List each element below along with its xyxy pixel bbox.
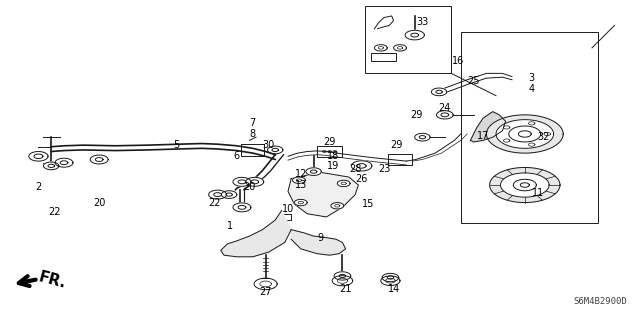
Text: 24: 24 bbox=[438, 103, 451, 114]
Text: 30: 30 bbox=[262, 140, 275, 150]
Text: 11: 11 bbox=[531, 188, 544, 198]
Bar bbox=[282, 214, 291, 220]
Polygon shape bbox=[382, 273, 399, 282]
Bar bbox=[365, 6, 451, 73]
Polygon shape bbox=[233, 203, 251, 212]
Polygon shape bbox=[29, 152, 48, 161]
Text: 22: 22 bbox=[208, 197, 221, 208]
Bar bbox=[371, 53, 396, 61]
Polygon shape bbox=[55, 158, 73, 167]
Polygon shape bbox=[431, 88, 447, 96]
Polygon shape bbox=[90, 155, 108, 164]
Polygon shape bbox=[306, 168, 321, 175]
Bar bbox=[388, 154, 412, 165]
Polygon shape bbox=[381, 276, 400, 286]
Polygon shape bbox=[221, 191, 237, 198]
Text: 29: 29 bbox=[390, 140, 403, 150]
Polygon shape bbox=[294, 199, 307, 206]
Text: 27: 27 bbox=[259, 287, 272, 297]
Polygon shape bbox=[500, 173, 549, 197]
Text: 19: 19 bbox=[326, 161, 339, 171]
Bar bbox=[461, 32, 598, 223]
Text: 2: 2 bbox=[35, 182, 42, 192]
Polygon shape bbox=[394, 45, 406, 51]
Text: 23: 23 bbox=[378, 164, 390, 174]
Polygon shape bbox=[496, 120, 554, 148]
Text: FR.: FR. bbox=[37, 270, 68, 292]
Polygon shape bbox=[337, 180, 350, 187]
Text: 32: 32 bbox=[538, 132, 550, 142]
Polygon shape bbox=[268, 146, 283, 154]
Text: 1: 1 bbox=[227, 221, 234, 232]
Polygon shape bbox=[292, 177, 305, 183]
Text: 13: 13 bbox=[294, 180, 307, 190]
Polygon shape bbox=[334, 272, 351, 280]
Text: 25: 25 bbox=[467, 76, 480, 86]
Polygon shape bbox=[209, 190, 227, 199]
Polygon shape bbox=[44, 162, 59, 170]
Text: 33: 33 bbox=[416, 17, 429, 27]
Text: 29: 29 bbox=[323, 137, 336, 147]
Polygon shape bbox=[486, 115, 563, 153]
Polygon shape bbox=[332, 276, 353, 286]
Text: 3: 3 bbox=[528, 73, 534, 83]
Text: 4: 4 bbox=[528, 84, 534, 94]
Polygon shape bbox=[374, 45, 387, 51]
Text: 28: 28 bbox=[349, 164, 362, 174]
Text: 12: 12 bbox=[294, 169, 307, 179]
Text: 17: 17 bbox=[477, 130, 490, 141]
Polygon shape bbox=[470, 112, 506, 142]
Text: 8: 8 bbox=[250, 129, 256, 139]
Text: 20: 20 bbox=[93, 197, 106, 208]
Text: 6: 6 bbox=[234, 151, 240, 161]
Polygon shape bbox=[436, 111, 453, 119]
Polygon shape bbox=[246, 177, 264, 186]
Bar bbox=[317, 146, 342, 157]
Text: S6M4B2900D: S6M4B2900D bbox=[573, 297, 627, 306]
Text: 20: 20 bbox=[243, 182, 256, 192]
Polygon shape bbox=[254, 278, 277, 290]
Polygon shape bbox=[490, 167, 560, 203]
Text: 18: 18 bbox=[326, 151, 339, 161]
Polygon shape bbox=[291, 230, 346, 255]
Text: 29: 29 bbox=[410, 110, 422, 120]
Text: 9: 9 bbox=[317, 233, 323, 243]
Polygon shape bbox=[405, 30, 424, 40]
Text: 21: 21 bbox=[339, 284, 352, 294]
Text: 15: 15 bbox=[362, 199, 374, 209]
Text: 22: 22 bbox=[48, 207, 61, 217]
Polygon shape bbox=[415, 133, 430, 141]
Text: 16: 16 bbox=[451, 56, 464, 66]
Text: 26: 26 bbox=[355, 174, 368, 184]
Text: 5: 5 bbox=[173, 140, 179, 150]
Polygon shape bbox=[288, 172, 358, 217]
Polygon shape bbox=[233, 177, 251, 186]
Polygon shape bbox=[351, 161, 372, 171]
Text: 14: 14 bbox=[387, 284, 400, 294]
Polygon shape bbox=[221, 211, 291, 257]
Text: 10: 10 bbox=[282, 204, 294, 214]
Text: 7: 7 bbox=[250, 118, 256, 128]
Polygon shape bbox=[331, 203, 344, 209]
